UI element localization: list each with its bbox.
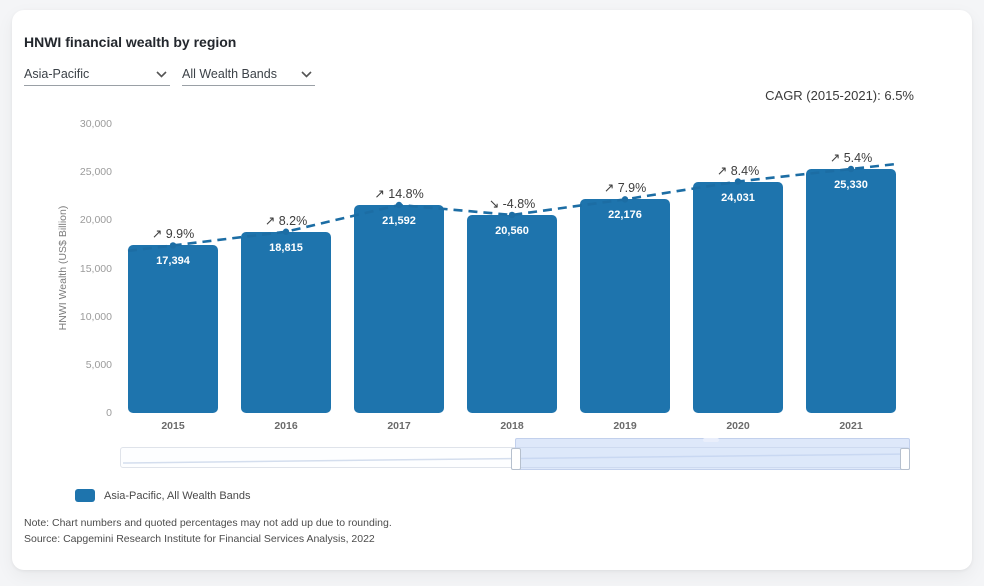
legend[interactable]: Asia-Pacific, All Wealth Bands <box>75 489 251 502</box>
chart-card: HNWI financial wealth by region Asia-Pac… <box>12 10 972 570</box>
y-tick-label: 10,000 <box>79 310 112 323</box>
wealth-band-dropdown[interactable]: All Wealth Bands <box>182 63 315 86</box>
y-tick-label: 15,000 <box>79 262 112 275</box>
y-tick-label: 20,000 <box>79 214 112 227</box>
chevron-down-icon <box>301 70 312 78</box>
navigator-handle-left[interactable] <box>511 448 521 470</box>
bar-2018[interactable]: 20,560 <box>467 214 557 413</box>
bar-2016[interactable]: 18,815 <box>241 231 331 413</box>
bar-value-label: 21,592 <box>382 214 416 227</box>
bar-2021[interactable]: 25,330 <box>806 168 896 413</box>
growth-annotation: ↗ 14.8% <box>374 186 424 201</box>
page-title: HNWI financial wealth by region <box>24 34 237 50</box>
growth-annotation: ↗ 8.4% <box>716 163 760 178</box>
x-axis-label: 2016 <box>274 420 298 432</box>
x-axis-label: 2017 <box>387 420 411 432</box>
bar-2017[interactable]: 21,592 <box>354 204 444 413</box>
bar-value-label: 17,394 <box>156 255 190 268</box>
growth-annotation: ↗ 5.4% <box>829 150 873 165</box>
bar-value-label: 24,031 <box>721 191 755 204</box>
growth-annotation: ↘ -4.8% <box>488 196 536 211</box>
bar-value-label: 25,330 <box>834 178 868 191</box>
x-axis-label: 2018 <box>500 420 524 432</box>
x-axis-label: 2019 <box>613 420 637 432</box>
x-axis-label: 2021 <box>839 420 863 432</box>
navigator-handle-right[interactable] <box>900 448 910 470</box>
growth-annotation: ↗ 9.9% <box>151 227 195 242</box>
region-dropdown[interactable]: Asia-Pacific <box>24 63 170 86</box>
wealth-band-dropdown-value: All Wealth Bands <box>182 67 277 81</box>
cagr-label: CAGR (2015-2021): 6.5% <box>765 88 914 103</box>
navigator-selection[interactable] <box>515 438 910 470</box>
chart-plot: 0 5,000 10,000 15,000 20,000 25,000 30,000 17,3… <box>12 10 972 570</box>
legend-swatch <box>75 489 95 502</box>
bar-2020[interactable]: 24,031 <box>693 181 783 413</box>
navigator-grip[interactable] <box>703 438 719 442</box>
range-navigator[interactable] <box>120 438 910 470</box>
y-tick-label: 5,000 <box>85 358 112 371</box>
bar-value-label: 20,560 <box>495 224 529 237</box>
growth-annotation: ↗ 8.2% <box>264 213 308 228</box>
region-dropdown-value: Asia-Pacific <box>24 67 90 81</box>
x-axis-label: 2015 <box>161 420 185 432</box>
bar-value-label: 22,176 <box>608 209 642 222</box>
chevron-down-icon <box>156 70 167 78</box>
growth-annotation: ↗ 7.9% <box>603 181 647 196</box>
y-tick-label: 30,000 <box>79 118 112 130</box>
bar-2015[interactable]: 17,394 <box>128 245 218 413</box>
y-tick-label: 25,000 <box>79 166 112 179</box>
legend-label: Asia-Pacific, All Wealth Bands <box>104 489 251 502</box>
note-text: Note: Chart numbers and quoted percentag… <box>24 517 392 529</box>
bar-2019[interactable]: 22,176 <box>580 199 670 413</box>
x-axis-label: 2020 <box>726 420 750 432</box>
source-text: Source: Capgemini Research Institute for… <box>24 533 375 545</box>
bar-value-label: 18,815 <box>269 241 303 254</box>
y-tick-label: 0 <box>106 407 112 419</box>
